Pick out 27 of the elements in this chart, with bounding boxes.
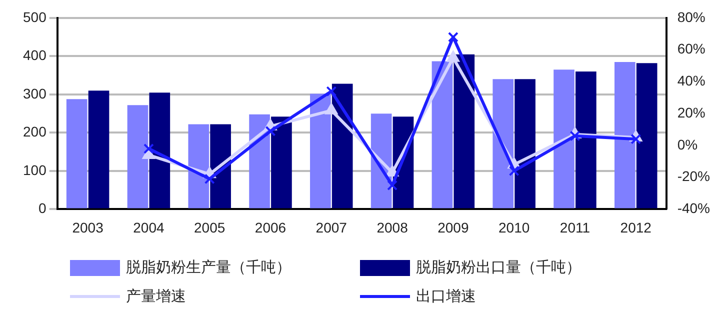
y2-tick-label: 60%	[677, 40, 706, 57]
x-tick-label: 2004	[133, 219, 164, 236]
y-tick-label: 400	[23, 47, 47, 64]
x-tick-label: 2006	[254, 219, 286, 236]
y2-tick-label: -40%	[677, 200, 710, 216]
y2-tick-label: 80%	[677, 8, 706, 25]
x-tick-label: 2009	[438, 219, 469, 236]
x-tick-label: 2007	[316, 219, 348, 236]
y2-tick-label: 0%	[677, 136, 698, 152]
y2-tick-label: 40%	[677, 72, 706, 89]
y2-tick-label: 20%	[677, 104, 706, 120]
x-tick-label: 2012	[620, 219, 652, 236]
x-tick-label: 2008	[376, 219, 408, 236]
y2-tick-label: -20%	[677, 168, 710, 184]
legend-label: 脱脂奶粉出口量（千吨）	[416, 258, 581, 277]
x-tick-label: 2011	[560, 219, 590, 236]
legend-label: 脱脂奶粉生产量（千吨）	[126, 258, 291, 277]
x-tick-label: 2010	[498, 219, 530, 236]
y-tick-label: 100	[23, 162, 47, 178]
legend-label: 出口增速	[416, 287, 476, 306]
y-tick-label: 500	[23, 8, 47, 25]
x-tick-label: 2003	[72, 219, 104, 236]
y-tick-label: 300	[23, 85, 47, 102]
y-tick-label: 0	[38, 200, 47, 216]
legend-label: 产量增速	[126, 287, 186, 306]
y-tick-label: 200	[23, 124, 47, 140]
x-tick-label: 2005	[194, 219, 226, 236]
